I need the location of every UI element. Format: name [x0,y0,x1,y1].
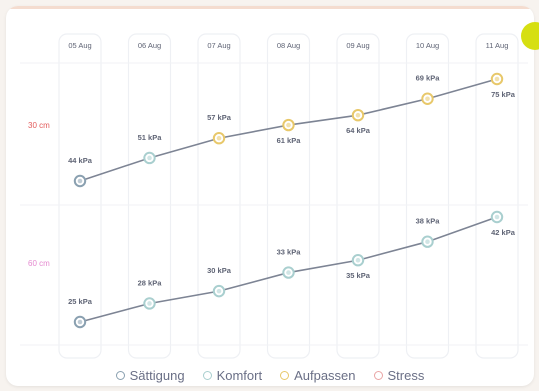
date-column [405,33,450,359]
legend-label: Sättigung [129,368,185,383]
date-label: 09 Aug [346,41,369,50]
data-label: 75 kPa [491,90,516,99]
date-label: 06 Aug [138,41,161,50]
date-label: 08 Aug [277,41,300,50]
date-column [336,33,380,359]
chart-card: 05 Aug 06 Aug 07 Aug 08 Aug 09 Aug 10 Aug 11 A… [6,6,534,386]
data-point-core [77,319,83,325]
legend-label: Aufpassen [294,368,356,383]
data-point-core [494,214,500,220]
data-point-core [286,122,291,128]
depth-label: 60 cm [28,259,50,268]
legend-label: Stress [387,368,425,383]
chart-legend: Sättigung Komfort Aufpassen Stress [6,368,534,383]
legend-item[interactable]: Sättigung [115,368,185,383]
legend-marker-icon [202,371,212,380]
legend-marker-icon [280,371,290,380]
date-column [475,33,519,359]
legend-label: Komfort [216,368,263,383]
data-label: 69 kPa [416,74,441,83]
date-column [58,33,102,359]
date-label: 10 Aug [416,41,439,50]
data-label: 61 kPa [277,136,302,145]
data-point-core [77,178,83,184]
data-point-core [147,301,152,306]
legend-item[interactable]: Aufpassen [280,368,356,383]
data-point-core [425,96,430,102]
legend-marker-icon [115,371,125,380]
data-label: 57 kPa [207,113,232,122]
data-point-core [494,76,500,82]
date-label: 05 Aug [68,41,91,50]
card-top-accent [6,6,534,9]
data-point-core [147,155,152,161]
data-label: 42 kPa [491,228,516,237]
data-label: 38 kPa [416,217,441,226]
depth-label: 30 cm [28,121,50,130]
status-indicator-dot [521,22,539,50]
data-point-core [216,135,222,141]
date-column [197,33,241,359]
data-point-core [286,270,291,275]
data-label: 28 kPa [138,278,163,287]
data-point-core [355,257,361,263]
data-label: 33 kPa [277,248,302,257]
data-point-core [216,288,222,294]
data-point-core [355,112,361,118]
data-label: 25 kPa [68,297,93,306]
date-label: 07 Aug [207,41,230,50]
legend-marker-icon [373,371,383,380]
date-column [127,33,172,359]
date-label: 11 Aug [486,41,509,50]
data-label: 44 kPa [68,156,93,165]
date-column [266,33,311,359]
data-label: 64 kPa [346,126,371,135]
data-label: 35 kPa [346,271,371,280]
chart-svg: 05 Aug 06 Aug 07 Aug 08 Aug 09 Aug 10 Aug 11 A… [20,33,528,359]
data-point-core [425,239,430,245]
legend-item[interactable]: Komfort [202,368,263,383]
data-label: 51 kPa [138,133,163,142]
data-label: 30 kPa [207,266,232,275]
legend-item[interactable]: Stress [373,368,425,383]
